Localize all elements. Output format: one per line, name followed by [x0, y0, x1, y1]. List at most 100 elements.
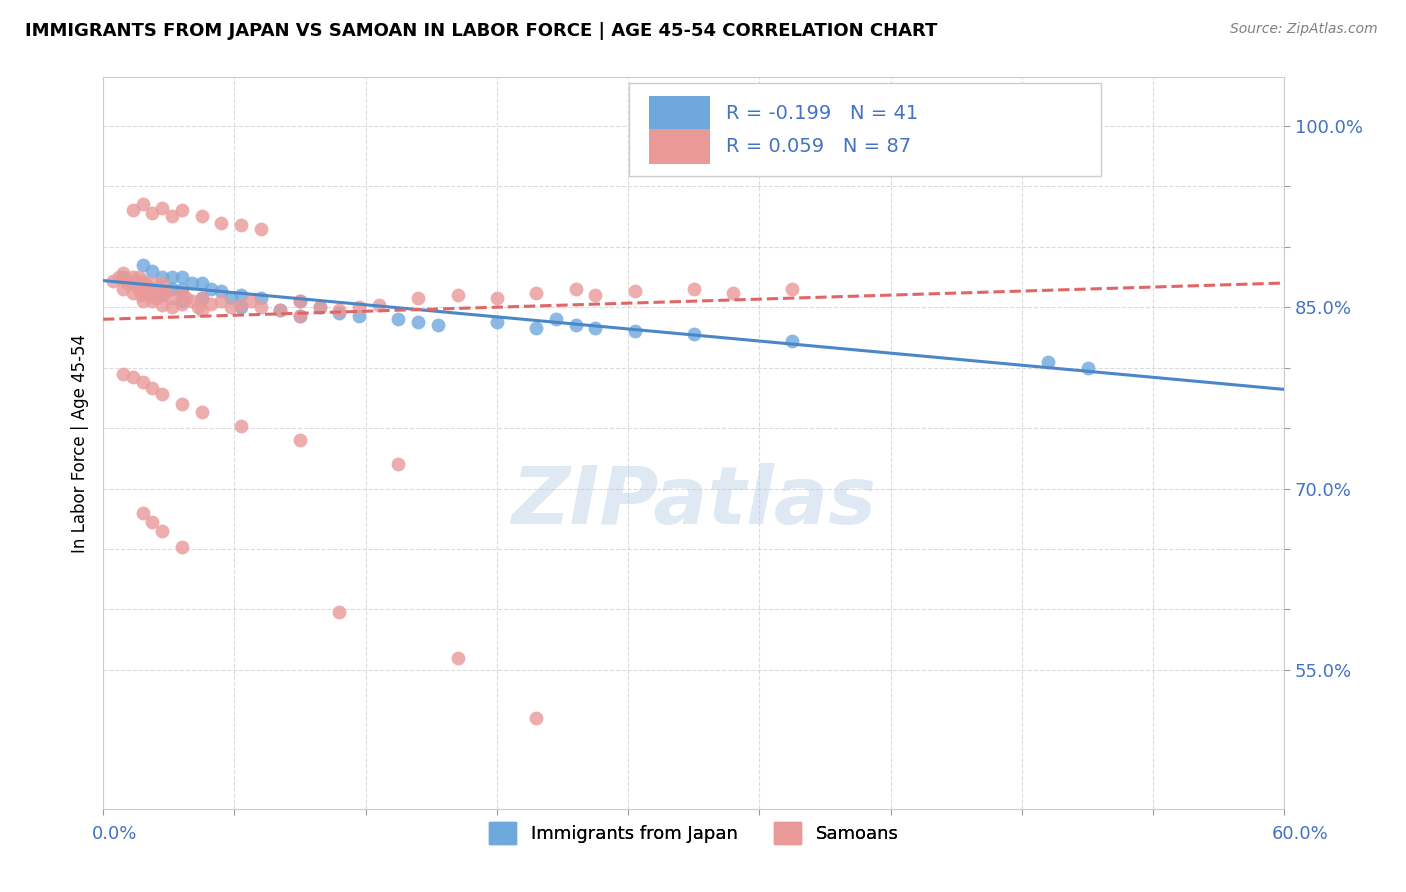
Point — [128, 282, 150, 296]
Point — [150, 288, 173, 302]
Point — [150, 269, 173, 284]
Point — [160, 210, 183, 224]
Point — [347, 300, 370, 314]
Point — [170, 285, 193, 300]
Point — [108, 269, 131, 284]
Text: IMMIGRANTS FROM JAPAN VS SAMOAN IN LABOR FORCE | AGE 45-54 CORRELATION CHART: IMMIGRANTS FROM JAPAN VS SAMOAN IN LABOR… — [25, 22, 938, 40]
Point — [141, 276, 163, 290]
Text: Source: ZipAtlas.com: Source: ZipAtlas.com — [1230, 22, 1378, 37]
Legend: Immigrants from Japan, Samoans: Immigrants from Japan, Samoans — [482, 814, 905, 851]
Point — [288, 433, 311, 447]
Point — [111, 367, 134, 381]
Point — [128, 269, 150, 284]
Point — [139, 288, 162, 302]
Point — [308, 300, 330, 314]
Text: 60.0%: 60.0% — [1272, 825, 1329, 843]
Point — [160, 300, 183, 314]
Y-axis label: In Labor Force | Age 45-54: In Labor Force | Age 45-54 — [72, 334, 89, 553]
Point — [209, 215, 232, 229]
Point — [524, 711, 547, 725]
Point — [564, 318, 586, 333]
Point — [219, 300, 242, 314]
Point — [200, 282, 222, 296]
FancyBboxPatch shape — [628, 83, 1101, 177]
Point — [160, 282, 183, 296]
Point — [141, 381, 163, 395]
Point — [150, 524, 173, 538]
Text: ZIPatlas: ZIPatlas — [512, 463, 876, 541]
Point — [347, 309, 370, 323]
Point — [564, 282, 586, 296]
Point — [269, 302, 291, 317]
Point — [129, 288, 152, 302]
Point — [328, 302, 350, 317]
Point — [131, 258, 153, 272]
Point — [170, 540, 193, 554]
Point — [141, 206, 163, 220]
Point — [101, 274, 124, 288]
Point — [170, 296, 193, 310]
Point — [121, 370, 143, 384]
Point — [229, 298, 252, 312]
Point — [229, 288, 252, 302]
Point — [583, 320, 606, 334]
Point — [190, 210, 212, 224]
Point — [269, 302, 291, 317]
Point — [249, 221, 271, 235]
Point — [190, 405, 212, 419]
Point — [143, 285, 166, 300]
Point — [524, 285, 547, 300]
Point — [148, 282, 170, 296]
Point — [406, 291, 429, 305]
Point — [160, 291, 183, 305]
Point — [288, 294, 311, 309]
Point — [120, 274, 142, 288]
Point — [190, 291, 212, 305]
Point — [367, 298, 389, 312]
Point — [209, 285, 232, 299]
Point — [131, 294, 153, 309]
Point — [138, 282, 160, 296]
Point — [135, 278, 157, 293]
Point — [623, 285, 645, 299]
Point — [721, 285, 744, 300]
Point — [131, 375, 153, 389]
Point — [187, 300, 209, 314]
FancyBboxPatch shape — [650, 95, 710, 131]
Point — [131, 274, 153, 288]
Point — [174, 291, 197, 305]
Point — [180, 294, 202, 309]
Point — [131, 285, 153, 299]
Point — [141, 282, 163, 296]
Point — [328, 605, 350, 619]
Point — [229, 300, 252, 314]
Point — [150, 276, 173, 290]
Point — [141, 294, 163, 309]
Point — [131, 276, 153, 290]
Point — [115, 276, 138, 290]
Point — [111, 282, 134, 296]
Text: R = -0.199   N = 41: R = -0.199 N = 41 — [725, 103, 918, 123]
Point — [170, 203, 193, 218]
Point — [190, 291, 212, 305]
Point — [308, 300, 330, 314]
Point — [544, 312, 567, 326]
Point — [131, 506, 153, 520]
Point — [583, 288, 606, 302]
Point — [446, 288, 468, 302]
Text: R = 0.059   N = 87: R = 0.059 N = 87 — [725, 136, 911, 156]
Point — [170, 282, 193, 296]
Point — [190, 302, 212, 317]
Point — [150, 298, 173, 312]
Point — [387, 312, 409, 326]
Point — [150, 201, 173, 215]
Point — [121, 269, 143, 284]
Point — [249, 300, 271, 314]
Point — [239, 294, 262, 309]
Point — [406, 315, 429, 329]
Point — [485, 315, 508, 329]
Point — [288, 309, 311, 323]
Point — [155, 285, 177, 299]
Point — [111, 266, 134, 280]
Point — [124, 278, 146, 293]
